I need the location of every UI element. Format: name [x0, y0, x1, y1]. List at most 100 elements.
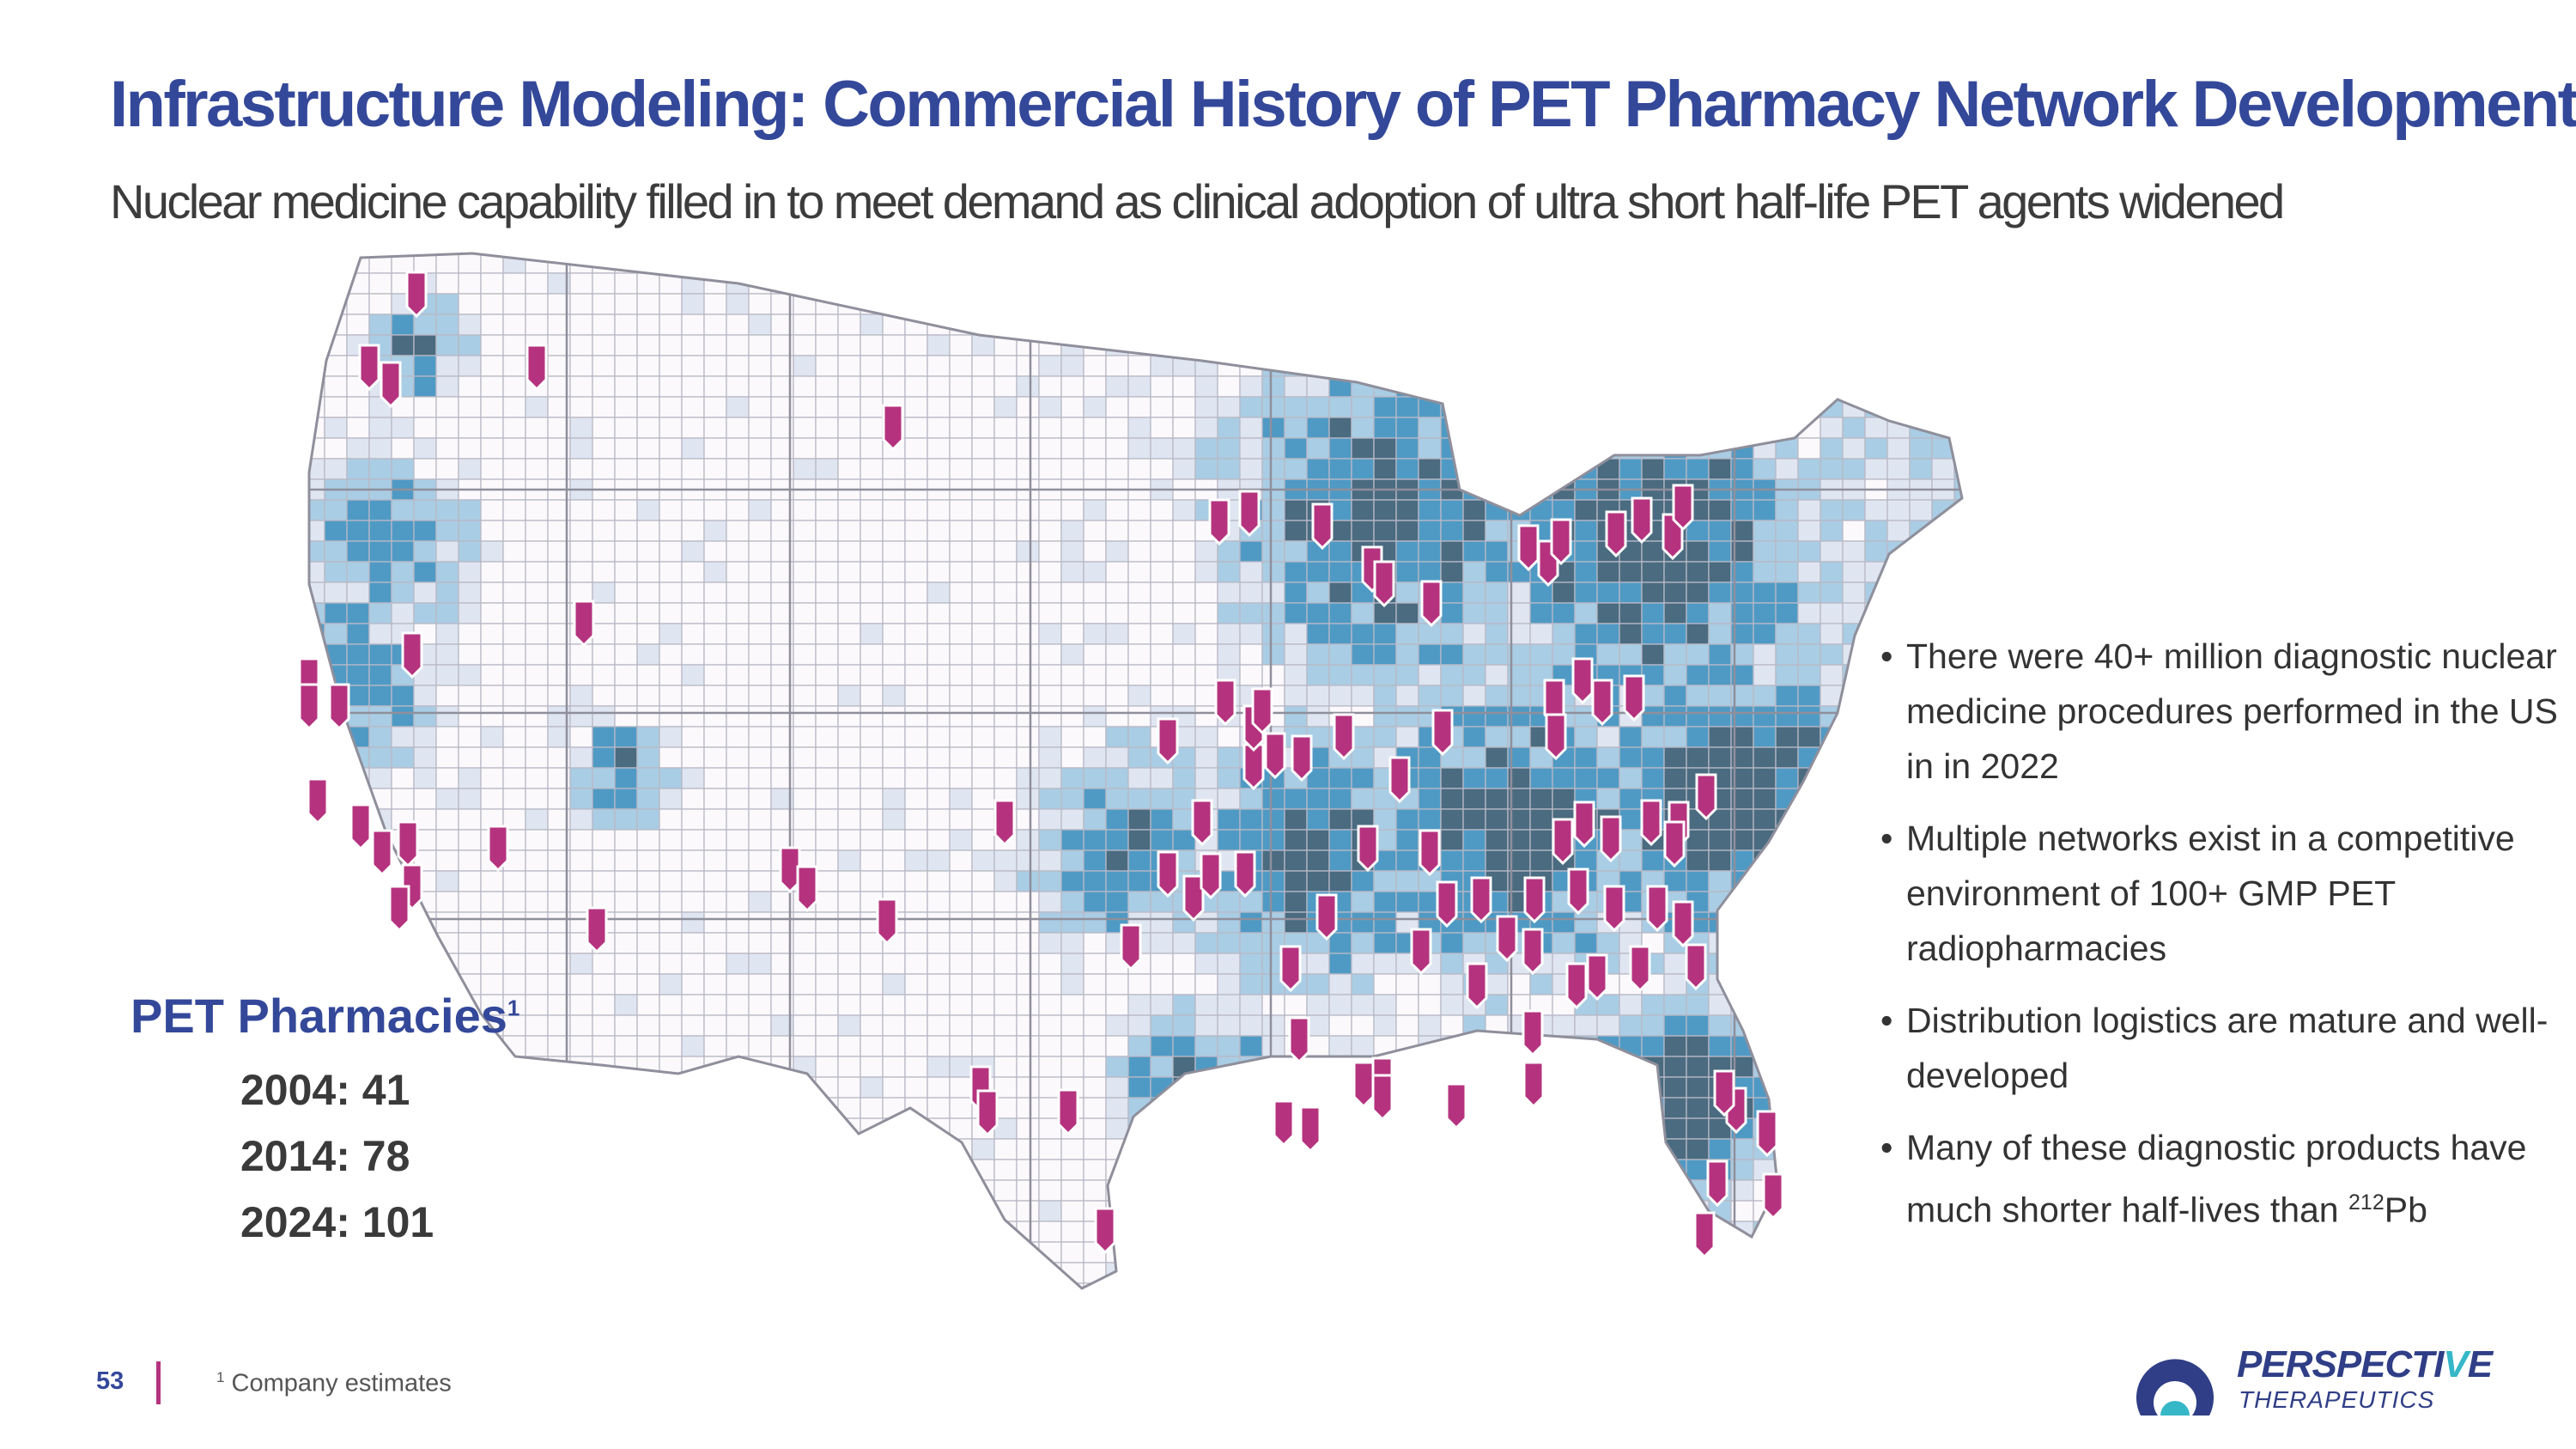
map-pin-icon — [993, 799, 1016, 847]
map-pin-icon — [1234, 850, 1256, 898]
map-pin-icon — [371, 829, 393, 877]
bullet-list: There were 40+ million diagnostic nuclea… — [1880, 629, 2559, 1255]
map-pin-icon — [882, 404, 904, 452]
map-pin-icon — [1605, 510, 1627, 558]
pharmacy-markers — [298, 271, 1784, 1259]
legend-title: PET Pharmacies1 — [131, 989, 520, 1043]
map-pin-icon — [405, 271, 428, 319]
map-pin-icon — [1640, 799, 1662, 847]
map-pin-icon — [1410, 928, 1432, 976]
map-pin-icon — [876, 898, 898, 946]
map-pin-icon — [1762, 1172, 1784, 1221]
map-pin-icon — [1522, 928, 1544, 976]
map-pin-icon — [1157, 850, 1179, 898]
map-pin-icon — [1311, 502, 1334, 551]
map-pin-icon — [388, 885, 410, 933]
map-pin-icon — [1200, 852, 1222, 900]
map-pin-icon — [1357, 825, 1379, 873]
map-pin-icon — [1565, 962, 1588, 1010]
map-pin-icon — [1552, 818, 1574, 866]
map-pin-icon — [401, 631, 423, 679]
map-pin-icon — [1550, 518, 1572, 566]
map-pin-icon — [1629, 945, 1651, 993]
map-pin-icon — [1756, 1110, 1778, 1158]
slide-subtitle: Nuclear medicine capability filled in to… — [110, 174, 2285, 228]
map-pin-icon — [1623, 674, 1645, 722]
map-pin-icon — [1693, 1211, 1716, 1259]
map-pin-icon — [1299, 1105, 1321, 1154]
map-pin-icon — [1238, 490, 1261, 538]
map-pin-icon — [307, 777, 329, 825]
map-pin-icon — [1706, 1160, 1728, 1208]
map-pin-icon — [1273, 1099, 1295, 1148]
map-pin-icon — [1214, 679, 1236, 727]
map-pin-icon — [1288, 1016, 1310, 1064]
logo-tagline: THERAPEUTICS — [2239, 1386, 2435, 1413]
map-pin-icon — [1431, 709, 1454, 757]
map-pin-icon — [1182, 874, 1205, 922]
map-pin-icon — [1333, 713, 1355, 761]
map-pin-icon — [1631, 496, 1653, 545]
map-pin-icon — [1672, 900, 1694, 948]
map-pin-icon — [1291, 734, 1313, 782]
map-pin-icon — [1419, 829, 1441, 877]
map-pin-icon — [1371, 1074, 1394, 1122]
stat-2024: 2024: 101 — [240, 1198, 434, 1246]
map-pin-icon — [1352, 1061, 1375, 1109]
map-pin-icon — [380, 361, 402, 409]
map-pin-icon — [1573, 801, 1595, 849]
slide-title: Infrastructure Modeling: Commercial Hist… — [110, 68, 2576, 141]
map-pin-icon — [1522, 1061, 1545, 1109]
map-pin-icon — [1496, 915, 1518, 963]
us-county-density-map — [298, 252, 1964, 1290]
map-pin-icon — [796, 865, 818, 913]
map-pin-icon — [1663, 820, 1686, 868]
company-logo-icon — [2136, 1359, 2214, 1416]
map-pin-icon — [1373, 560, 1395, 608]
map-pin-icon — [976, 1089, 999, 1137]
map-pin-icon — [573, 600, 595, 648]
map-pin-icon — [1567, 868, 1589, 916]
map-pin-icon — [1695, 773, 1717, 821]
map-pin-icon — [1591, 679, 1613, 727]
footnote: 1 Company estimates — [216, 1369, 452, 1397]
map-pin-icon — [349, 803, 372, 851]
map-pin-icon — [1420, 580, 1443, 628]
bullet-half-lives: Many of these diagnostic products have m… — [1880, 1120, 2559, 1238]
footer-divider — [156, 1361, 161, 1404]
map-pin-icon — [526, 344, 548, 392]
map-pin-icon — [1672, 484, 1694, 532]
map-pin-icon — [397, 820, 419, 868]
map-pin-icon — [1191, 799, 1213, 847]
map-pin-icon — [1522, 1009, 1544, 1057]
map-pin-icon — [1517, 524, 1540, 572]
map-pin-icon — [586, 906, 608, 954]
bullet-logistics: Distribution logistics are mature and we… — [1880, 993, 2559, 1103]
map-pin-icon — [1586, 953, 1608, 1002]
bullet-networks: Multiple networks exist in a competitive… — [1880, 811, 2559, 976]
logo-wordmark: PERSPECTIVE — [2237, 1343, 2493, 1385]
map-pin-icon — [779, 846, 801, 894]
map-pin-icon — [328, 683, 350, 731]
map-pin-icon — [1466, 962, 1488, 1010]
bullet-procedures: There were 40+ million diagnostic nuclea… — [1880, 629, 2559, 794]
stat-2014: 2014: 78 — [240, 1132, 410, 1180]
map-pin-icon — [1603, 885, 1625, 933]
map-pin-icon — [1685, 943, 1707, 991]
map-pin-icon — [1057, 1088, 1079, 1136]
map-pin-icon — [358, 344, 380, 392]
map-pin-icon — [1646, 885, 1668, 933]
map-pin-icon — [1388, 756, 1411, 804]
map-pin-icon — [487, 825, 509, 873]
map-pin-icon — [1713, 1069, 1735, 1117]
map-pin-icon — [1600, 815, 1622, 863]
map-pin-icon — [1279, 945, 1302, 993]
stat-2004: 2004: 41 — [240, 1066, 410, 1114]
map-pin-icon — [1571, 657, 1594, 705]
map-pin-icon — [1523, 876, 1546, 924]
map-pin-icon — [1251, 687, 1273, 735]
map-pin-icon — [1264, 732, 1286, 780]
map-pin-icon — [1470, 876, 1492, 924]
map-pin-icon — [1315, 893, 1338, 941]
map-pin-icon — [1208, 498, 1230, 546]
